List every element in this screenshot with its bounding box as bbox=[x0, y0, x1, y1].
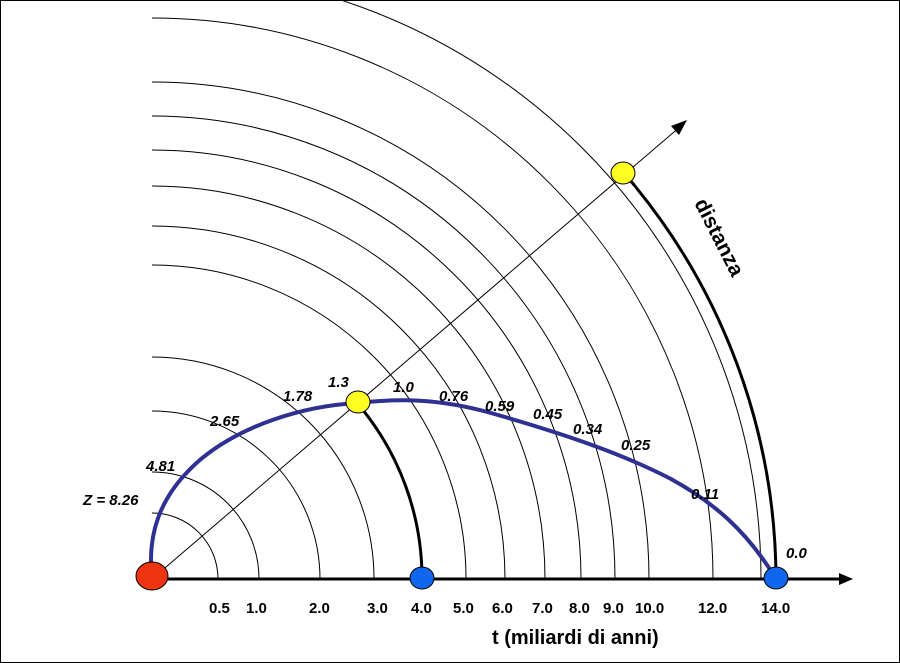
redshift-curve bbox=[149, 398, 778, 581]
t-tick-label: 1.0 bbox=[246, 600, 267, 617]
redshift-label: 0.76 bbox=[439, 388, 469, 405]
redshift-label: 0.0 bbox=[786, 545, 808, 562]
time-arc bbox=[151, 185, 546, 580]
blue-dot-14 bbox=[763, 566, 789, 590]
time-arc bbox=[341, 1, 762, 580]
yellow-dot-inner bbox=[345, 390, 371, 414]
diagonal-line bbox=[151, 125, 682, 580]
t-tick-label: 12.0 bbox=[698, 600, 727, 617]
time-arc bbox=[151, 471, 260, 580]
t-tick-label: 6.0 bbox=[492, 600, 513, 617]
redshift-label: 1.3 bbox=[328, 374, 350, 391]
redshift-label: Z = 8.26 bbox=[82, 492, 139, 509]
t-tick-label: 7.0 bbox=[532, 600, 553, 617]
t-tick-label: 4.0 bbox=[411, 600, 432, 617]
t-tick-label: 8.0 bbox=[569, 600, 590, 617]
distance-title: distanza bbox=[690, 195, 749, 281]
time-arc bbox=[151, 115, 616, 580]
time-arc bbox=[151, 149, 582, 580]
redshift-label: 1.0 bbox=[393, 379, 415, 396]
redshift-label: 0.34 bbox=[573, 421, 603, 438]
time-arc bbox=[151, 512, 219, 580]
redshift-label: 0.25 bbox=[621, 437, 651, 454]
t-axis-arrowhead bbox=[839, 573, 853, 585]
time-arcs bbox=[151, 1, 762, 580]
x-axis-title: t (miliardi di anni) bbox=[492, 627, 659, 649]
redshift-label: 2.65 bbox=[209, 413, 240, 430]
redshift-label: 0.11 bbox=[691, 486, 719, 503]
time-arc bbox=[151, 410, 321, 580]
t-tick-label: 14.0 bbox=[761, 600, 790, 617]
redshift-label: 1.78 bbox=[283, 388, 313, 405]
yellow-dot-outer bbox=[610, 161, 636, 185]
t-tick-labels: 0.5 1.0 2.0 3.0 4.0 5.0 6.0 7.0 8.0 9.0 … bbox=[209, 600, 790, 617]
redshift-label: 4.81 bbox=[145, 458, 175, 475]
redshift-label: 0.59 bbox=[485, 398, 515, 415]
t-tick-label: 9.0 bbox=[603, 600, 624, 617]
t-tick-label: 10.0 bbox=[635, 600, 664, 617]
time-arc bbox=[151, 264, 467, 580]
blue-dot-4 bbox=[409, 566, 435, 590]
diagonal-arrowhead bbox=[671, 120, 687, 135]
time-arc bbox=[151, 17, 714, 580]
t-tick-label: 5.0 bbox=[453, 600, 474, 617]
t-tick-label: 0.5 bbox=[209, 600, 230, 617]
distance-arc-outer bbox=[622, 172, 778, 580]
origin-dot bbox=[135, 561, 169, 591]
t-tick-label: 3.0 bbox=[367, 600, 388, 617]
distance-arc-inner bbox=[356, 403, 424, 580]
time-arc bbox=[151, 356, 375, 580]
redshift-label: 0.45 bbox=[533, 406, 563, 423]
redshift-labels: Z = 8.26 4.81 2.65 1.78 1.3 1.0 0.76 0.5… bbox=[82, 374, 808, 562]
time-arc bbox=[151, 225, 506, 580]
t-tick-label: 2.0 bbox=[309, 600, 330, 617]
